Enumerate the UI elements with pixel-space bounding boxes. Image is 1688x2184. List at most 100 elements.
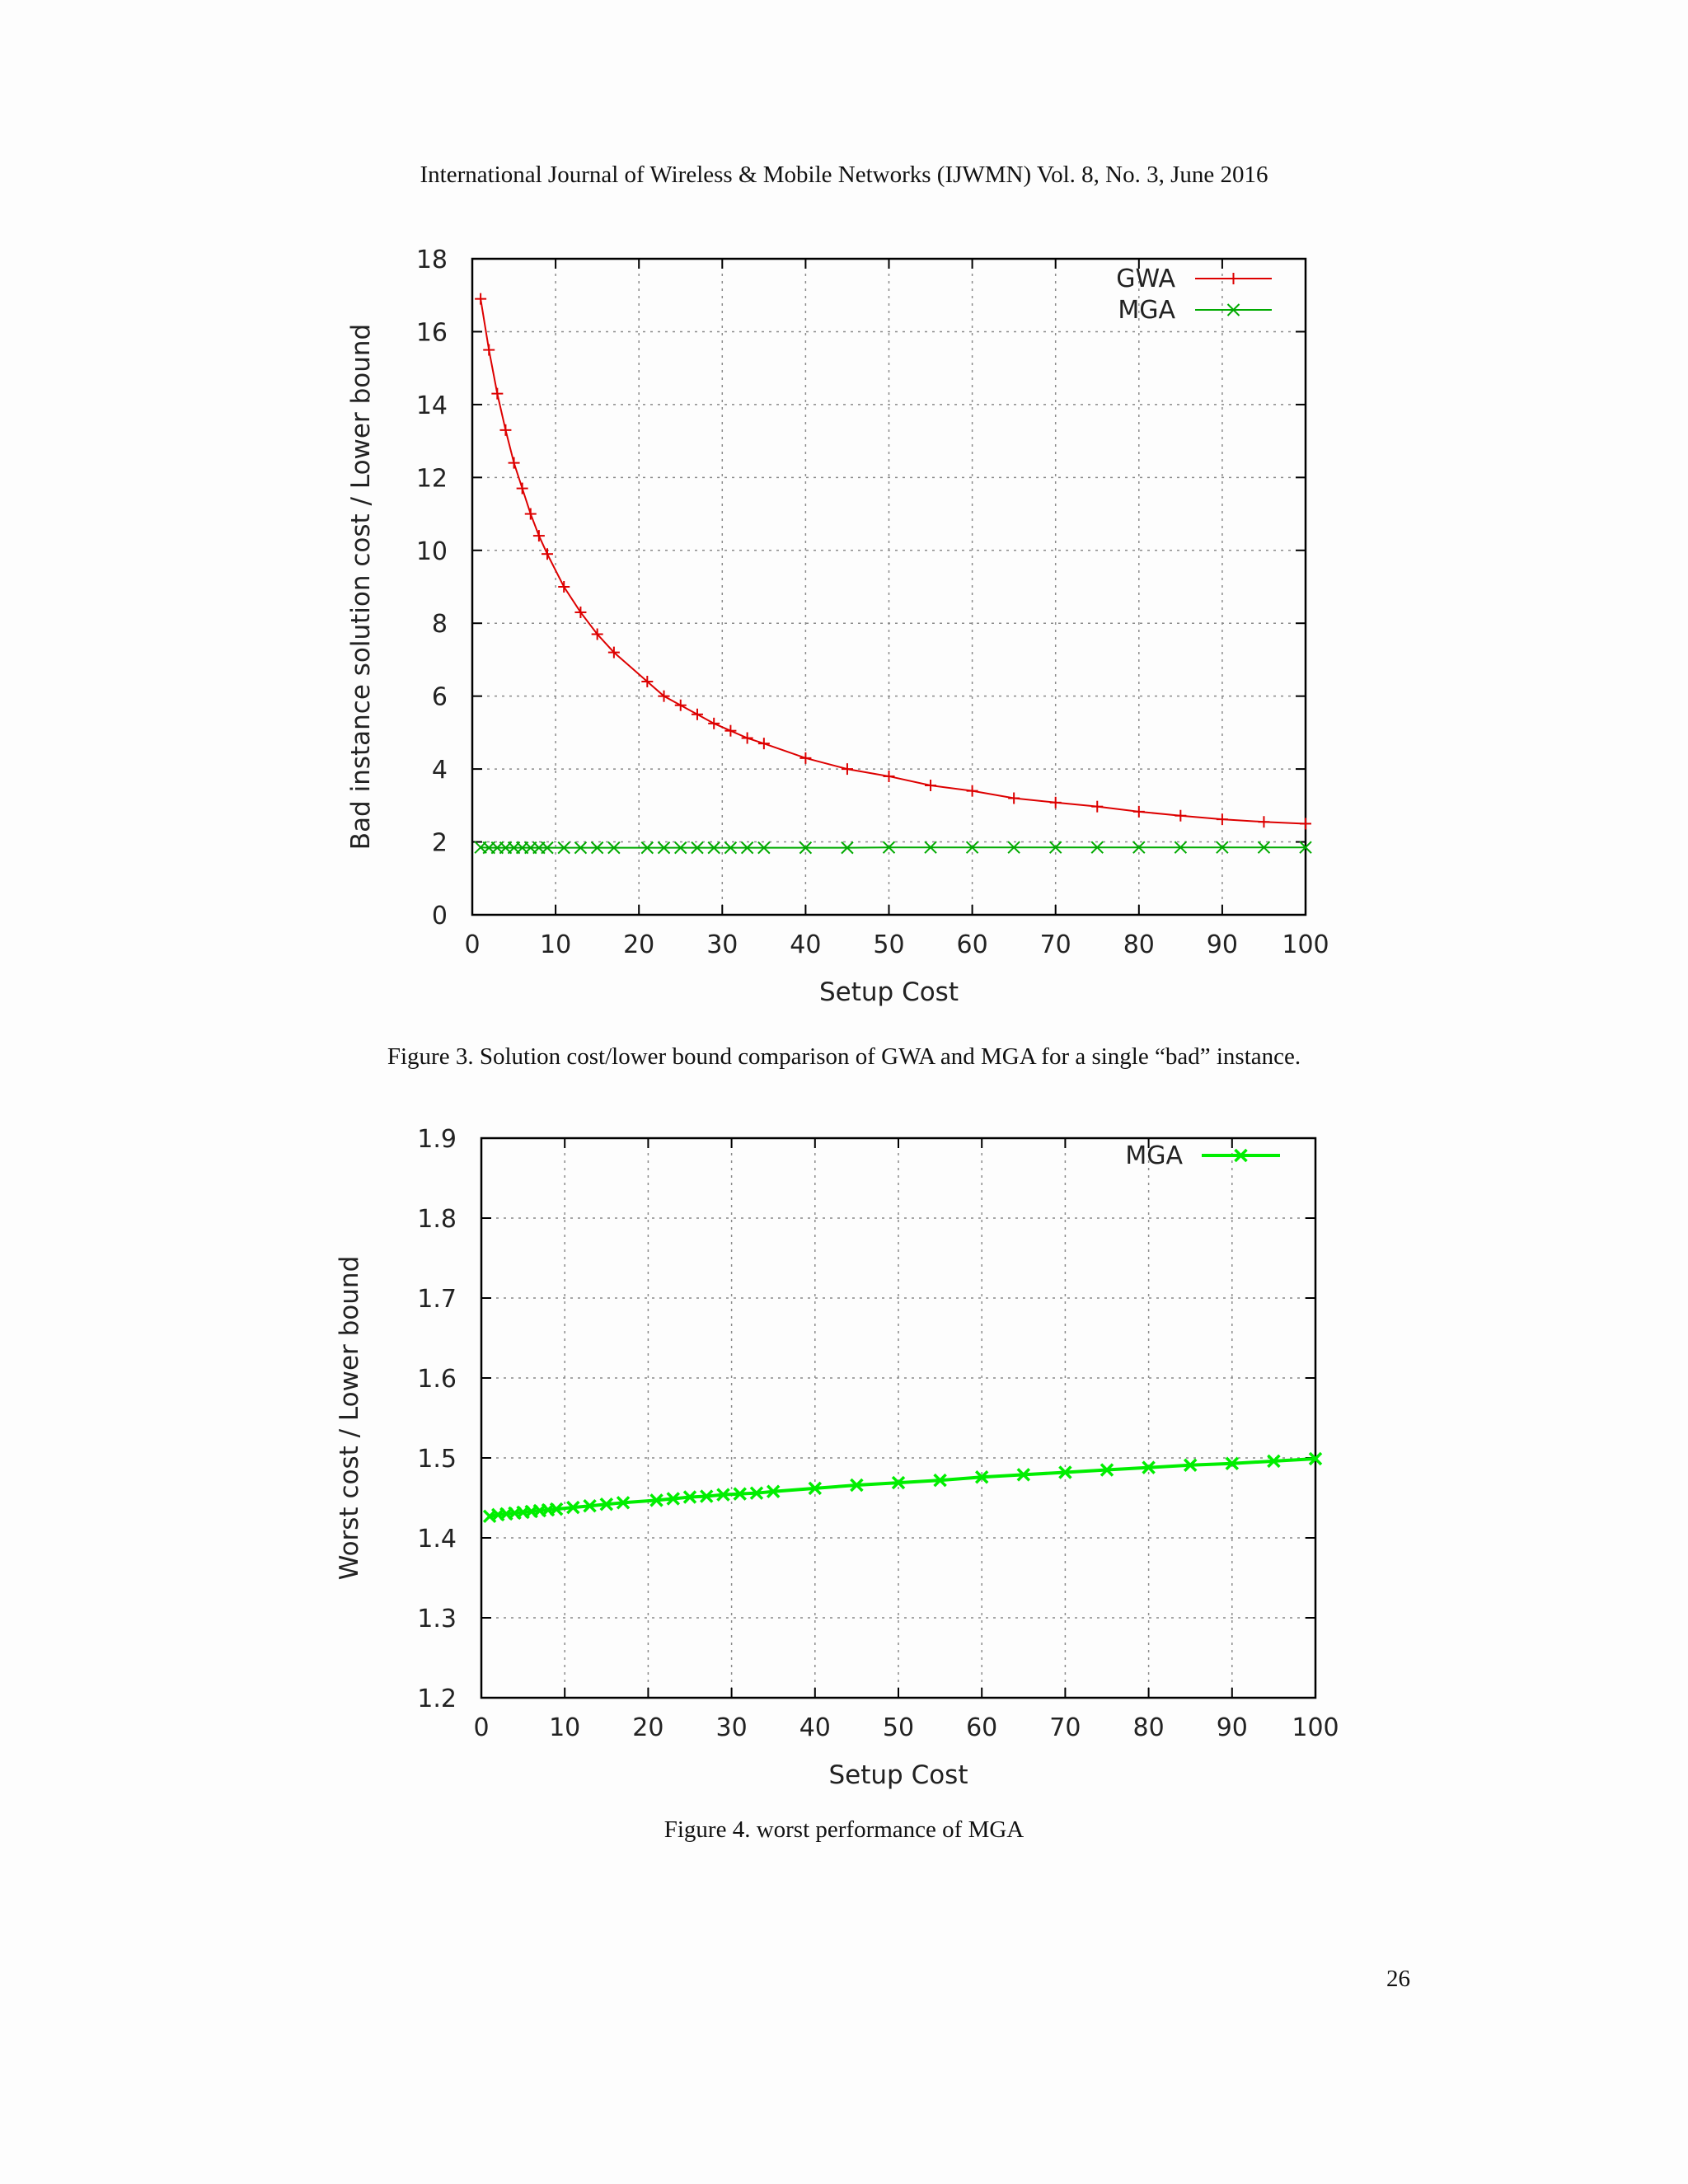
x-tick-label: 100 [1282,930,1329,959]
data-point [757,841,771,855]
plot-frame [471,257,1307,916]
y-tick-label: 1.5 [417,1445,457,1474]
data-point [749,1486,764,1500]
x-tick-label: 40 [799,1713,831,1742]
x-tick-label: 20 [632,1713,663,1742]
x-tick-label: 0 [464,930,480,959]
data-point [1142,1460,1156,1474]
x-tick-label: 20 [623,930,654,959]
data-point [924,841,937,854]
series-gwa [475,293,1311,830]
grid [471,258,1306,916]
y-tick-label: 1.7 [417,1285,457,1314]
data-point [933,1473,947,1488]
data-point [841,763,853,776]
data-point [1183,1458,1198,1472]
data-point [925,780,937,792]
data-point [607,841,621,855]
data-point [516,482,528,494]
y-tick-label: 1.4 [417,1525,457,1554]
plot-frame [480,1137,1317,1699]
data-point [558,581,570,593]
data-point [1007,841,1020,854]
data-point [1090,841,1104,854]
x-tick-label: 70 [1040,930,1071,959]
y-tick-label: 14 [416,391,448,420]
figure-3-caption: Figure 3. Solution cost/lower bound comp… [387,1043,1301,1070]
legend-marker [1234,1148,1248,1163]
data-point [1216,813,1228,826]
data-point [1048,841,1062,854]
y-tick-label: 1.2 [417,1685,457,1713]
x-tick-label: 90 [1217,1713,1248,1742]
data-point [1257,841,1271,854]
data-point [966,785,978,797]
data-point [649,1493,663,1507]
figure-3-chart: 0 10 20 30 40 50 60 70 80 90 100 0 2 4 6 8 10 12 14 16 18 Set… [346,246,1329,1007]
data-point [574,606,587,618]
page-number: 26 [1386,1966,1410,1992]
data-point [549,1502,564,1516]
grid [481,1137,1316,1699]
x-tick-label: 60 [957,930,988,959]
figure-4-chart: 0 10 20 30 40 50 60 70 80 90 100 1.2 1.3 1.4 1.5 1.6 1.7… [335,1125,1339,1790]
data-point [799,841,813,855]
y-tick-label: 2 [432,829,448,858]
y-tick-label: 18 [416,246,448,274]
data-point [1299,841,1312,854]
data-point [541,841,554,855]
data-point [1267,1454,1281,1469]
x-tick-label: 70 [1049,1713,1081,1742]
data-point [508,457,520,469]
data-point [1174,841,1188,854]
y-tick-label: 1.8 [417,1205,457,1234]
legend-marker [1226,303,1240,316]
data-point [557,841,570,855]
data-point [532,530,545,542]
x-tick-label: 60 [966,1713,997,1742]
data-point [483,344,495,356]
data-point [733,1487,747,1501]
data-point [674,841,687,855]
data-point [599,1497,614,1511]
y-tick-label: 16 [416,318,448,347]
y-tick-label: 8 [432,610,448,639]
data-point [1008,792,1020,804]
data-point [666,1492,680,1506]
y-tick-label: 1.9 [417,1125,457,1154]
data-point [1216,841,1229,854]
data-point [841,841,854,855]
data-point [799,752,812,764]
data-point [850,1478,864,1493]
legend-label: MGA [1125,1141,1183,1170]
data-point [524,508,537,520]
data-point [591,628,603,640]
y-axis-title: Bad instance solution cost / Lower bound [346,324,376,850]
data-point [641,675,654,687]
legend-marker [1227,273,1240,284]
figure-4-caption: Figure 4. worst performance of MGA [663,1816,1025,1843]
data-point [590,841,604,855]
x-tick-label: 50 [883,1713,914,1742]
y-tick-label: 1.3 [417,1605,457,1633]
data-point [882,841,896,854]
data-point [1058,1465,1072,1479]
x-tick-label: 100 [1292,1713,1339,1742]
y-tick-label: 12 [416,464,448,493]
data-point [491,387,504,400]
x-tick-label: 80 [1133,1713,1165,1742]
data-point [741,732,753,744]
data-point [475,293,487,305]
x-tick-label: 30 [716,1713,748,1742]
y-axis-title: Worst cost / Lower bound [335,1256,364,1581]
x-tick-label: 10 [549,1713,580,1742]
data-point [700,1489,714,1503]
x-tick-label: 50 [873,930,904,959]
data-point [541,548,553,560]
x-tick-label: 0 [473,1713,489,1742]
data-point [740,841,754,855]
legend-label: MGA [1118,296,1175,325]
data-point [657,841,671,855]
data-point [1175,809,1187,822]
data-point [1258,816,1270,828]
